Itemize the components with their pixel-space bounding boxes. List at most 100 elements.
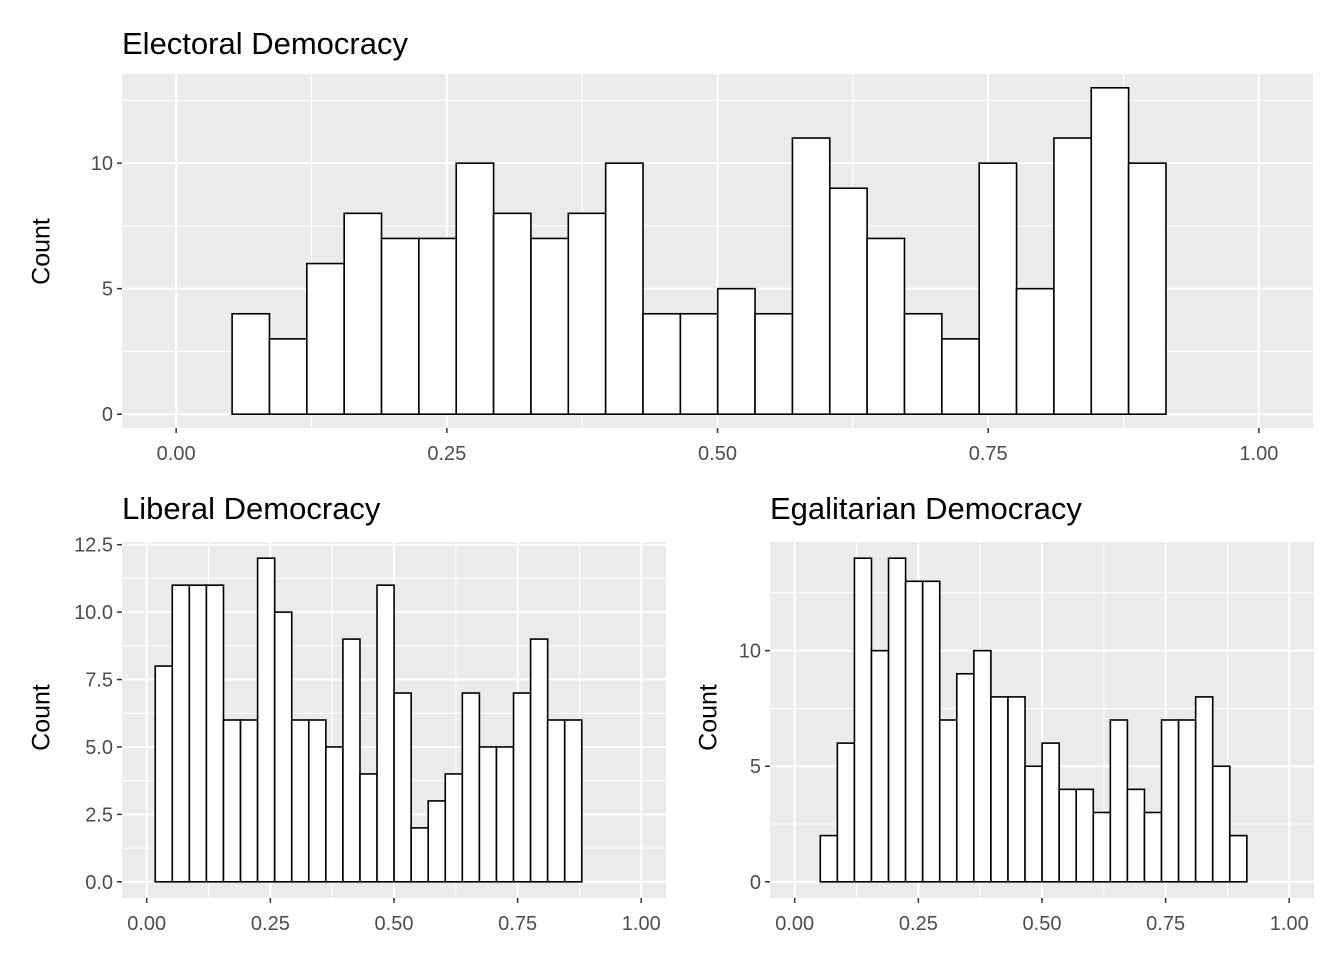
histogram-bar	[1194, 696, 1214, 883]
histogram-bar	[325, 746, 344, 883]
histogram-bar	[455, 162, 495, 415]
histogram-bar	[1228, 834, 1248, 883]
histogram-bar	[563, 719, 583, 883]
histogram-bar	[512, 692, 532, 883]
histogram-bar	[754, 312, 794, 415]
chart-title-electoral: Electoral Democracy	[122, 26, 408, 61]
histogram-bar	[268, 338, 308, 415]
y-tick-label: 5	[102, 279, 113, 301]
histogram-bar	[716, 287, 756, 415]
histogram-bar	[1090, 87, 1130, 415]
y-tick-label: 5	[750, 756, 761, 778]
histogram-bar	[546, 719, 566, 883]
x-tick-label: 0.50	[1023, 913, 1062, 935]
histogram-bar	[342, 638, 361, 883]
histogram-bar	[828, 187, 868, 415]
histogram-bar	[866, 237, 906, 415]
y-tick-label: 5.0	[85, 737, 113, 759]
x-tick-label: 0.50	[698, 443, 737, 465]
histogram-bar	[418, 237, 458, 415]
histogram-bar	[1143, 811, 1163, 883]
histogram-bar	[343, 212, 383, 415]
x-tick-label: 0.00	[775, 913, 814, 935]
histogram-bar	[231, 312, 271, 415]
x-tick-label: 0.00	[127, 913, 166, 935]
histogram-bar	[1024, 765, 1043, 883]
histogram-bar	[1053, 137, 1093, 415]
histogram-egalitarian-democracy: 0.00 0.25 0.50 0.75 1.00 0 5 10	[739, 542, 1314, 935]
x-tick-label: 0.75	[969, 443, 1008, 465]
histogram-bar	[819, 834, 839, 883]
histogram-bar	[1075, 788, 1095, 883]
histogram-bar	[444, 773, 464, 883]
histogram-bar	[1015, 287, 1055, 415]
x-tick-label: 0.25	[251, 913, 290, 935]
histogram-bar	[921, 580, 941, 883]
histogram-bar	[1007, 696, 1026, 883]
histogram-bar	[273, 611, 293, 883]
histogram-bar	[1160, 719, 1180, 883]
histogram-bar	[1126, 788, 1146, 883]
histogram-bar	[393, 692, 412, 883]
x-tick-label: 0.25	[899, 913, 938, 935]
histogram-electoral-democracy: 0.00 0.25 0.50 0.75 1.00 0 5 10	[91, 74, 1313, 465]
histogram-bar	[604, 162, 644, 415]
histogram-bar	[495, 746, 515, 883]
x-tick-label: 0.00	[157, 443, 196, 465]
histogram-bar	[1058, 788, 1078, 883]
x-tick-label: 1.00	[1270, 913, 1309, 935]
histogram-bar	[256, 557, 276, 883]
histogram-bar	[410, 827, 430, 883]
y-tick-label: 2.5	[85, 804, 113, 826]
y-tick-label: 0	[102, 404, 113, 426]
histogram-bar	[870, 649, 890, 883]
x-tick-label: 0.25	[427, 443, 466, 465]
histogram-bar	[853, 557, 873, 883]
histogram-bar	[1092, 811, 1112, 883]
x-tick-label: 1.00	[1239, 443, 1278, 465]
histogram-bar	[376, 584, 395, 883]
x-tick-label: 1.00	[622, 913, 661, 935]
x-tick-label: 0.50	[375, 913, 414, 935]
chart-title-liberal: Liberal Democracy	[122, 491, 381, 526]
histogram-bar	[154, 665, 174, 883]
histogram-bar	[990, 696, 1009, 883]
histogram-bar	[887, 557, 907, 883]
histogram-bar	[171, 584, 191, 883]
histogram-bar	[492, 212, 532, 415]
histogram-bar	[941, 338, 980, 415]
histogram-bar	[1109, 719, 1129, 883]
histogram-bar	[973, 649, 992, 883]
y-tick-label: 10	[91, 153, 113, 175]
x-tick-label: 0.75	[498, 913, 537, 935]
histogram-bar	[530, 237, 570, 415]
x-tick-label: 0.75	[1146, 913, 1185, 935]
histogram-bar	[427, 800, 447, 883]
histogram-bar	[461, 692, 481, 883]
y-tick-label: 0.0	[85, 872, 113, 894]
histogram-bar	[290, 719, 310, 883]
histogram-bar	[1041, 742, 1060, 883]
histogram-bar	[567, 212, 607, 415]
y-tick-label: 12.5	[74, 535, 113, 557]
y-tick-label: 10.0	[74, 602, 113, 624]
histogram-bar	[978, 162, 1018, 415]
histogram-bar	[359, 773, 378, 883]
histogram-bar	[938, 719, 958, 883]
histogram-bar	[188, 584, 208, 883]
chart-title-egalitarian: Egalitarian Democracy	[770, 491, 1082, 526]
histogram-bar	[1127, 162, 1167, 415]
histogram-bar	[205, 584, 225, 883]
histogram-bar	[1177, 719, 1197, 883]
histogram-bar	[642, 312, 682, 415]
histogram-bar	[791, 137, 831, 415]
histogram-bar	[222, 719, 242, 883]
histogram-bar	[239, 719, 259, 883]
y-tick-label: 10	[739, 641, 761, 663]
histogram-bar	[529, 638, 549, 883]
histogram-bar	[836, 742, 856, 883]
histogram-bar	[955, 672, 975, 883]
histogram-bar	[904, 580, 924, 883]
y-tick-label: 7.5	[85, 670, 113, 692]
